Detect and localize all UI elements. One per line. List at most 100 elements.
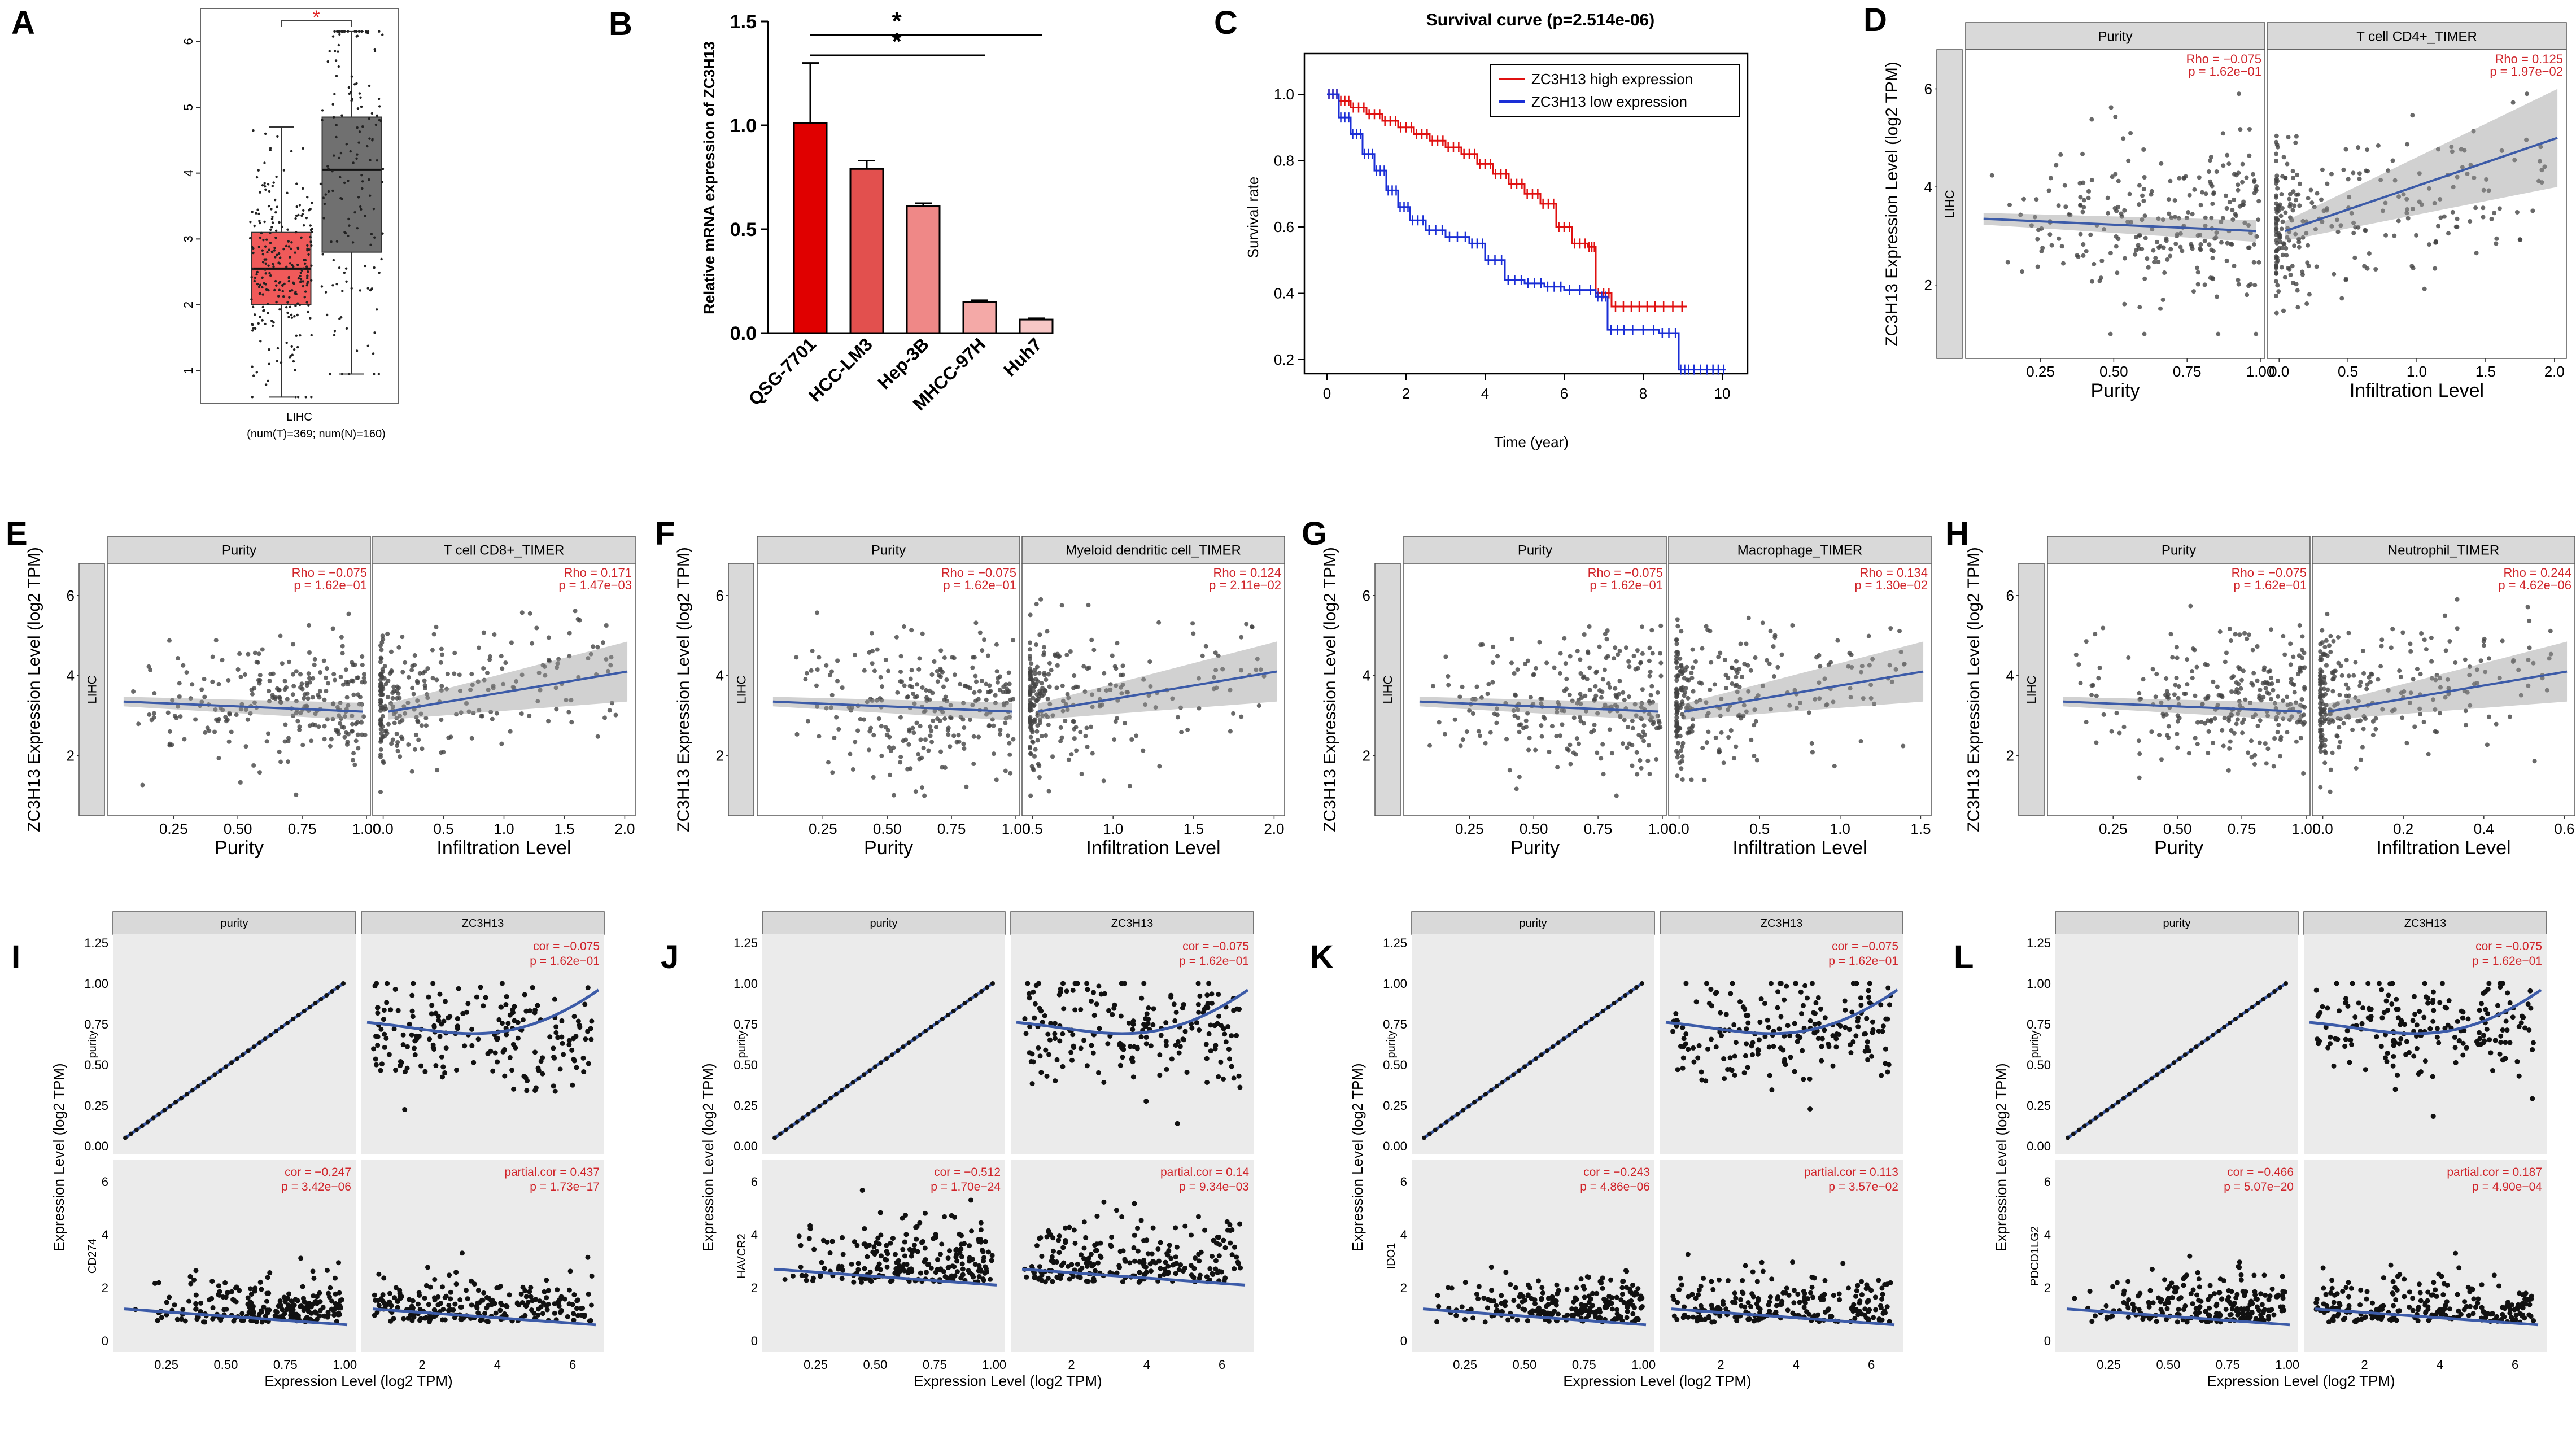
scatter-point [2300, 235, 2306, 240]
scatter-point [2328, 767, 2333, 772]
scatter-point [2060, 261, 2066, 266]
scatter-point [804, 1278, 809, 1283]
jitter-point [343, 181, 346, 185]
scatter-point [2363, 228, 2368, 233]
scatter-point [381, 760, 386, 765]
scatter-point [2330, 689, 2335, 694]
scatter-point [466, 709, 471, 714]
scatter-point [1131, 1245, 1137, 1250]
jitter-point [377, 97, 381, 100]
scatter-point [2165, 257, 2170, 262]
scatter-point [2287, 266, 2292, 272]
scatter-point [809, 668, 814, 673]
y-tick-label: 1.25 [733, 936, 758, 950]
p-label: p = 4.62e−06 [2498, 578, 2571, 592]
scatter-point [295, 719, 300, 724]
y-tick-label: 6 [181, 38, 195, 45]
scatter-point [2058, 152, 2063, 157]
scatter-point [434, 677, 439, 683]
y-tick-label: 1.5 [730, 11, 757, 33]
scatter-point [536, 1306, 542, 1312]
y-tick-label: 0.50 [84, 1058, 108, 1072]
scatter-point [1225, 1227, 1230, 1233]
scatter-point [571, 1292, 577, 1298]
y-tick-label: 1.25 [84, 936, 108, 950]
scatter-point [190, 1088, 195, 1093]
scatter-point [193, 1301, 199, 1306]
panel-letter-c: C [1214, 5, 1238, 41]
scatter-point [522, 992, 527, 998]
scatter-point [2203, 696, 2208, 701]
scatter-point [2021, 196, 2027, 202]
jitter-point [353, 211, 356, 214]
scatter-point [1164, 1250, 1170, 1256]
scatter-point [588, 1318, 593, 1323]
scatter-point [494, 711, 499, 716]
scatter-point [1214, 685, 1219, 690]
jitter-point [324, 291, 328, 294]
jitter-point [365, 31, 368, 34]
x-tick-label: 0.4 [2474, 820, 2494, 837]
scatter-point [2168, 632, 2173, 637]
scatter-point [330, 989, 335, 994]
scatter-point [223, 1294, 229, 1300]
jitter-point [321, 253, 324, 256]
scatter-point [2137, 202, 2142, 207]
scatter-point [1130, 1018, 1136, 1024]
jitter-point [264, 258, 268, 261]
scatter-point [1191, 631, 1196, 636]
scatter-point [491, 685, 496, 690]
scatter-point [167, 729, 172, 734]
scatter-point [979, 679, 984, 684]
scatter-point [465, 1296, 470, 1302]
jitter-point [378, 105, 381, 108]
scatter-point [856, 1076, 861, 1081]
scatter-point [1081, 1038, 1087, 1043]
scatter-point [2455, 597, 2460, 602]
scatter-point [523, 1075, 529, 1080]
scatter-point [1025, 981, 1031, 986]
scatter-point [2057, 236, 2062, 241]
scatter-point [1674, 706, 1679, 711]
scatter-point [309, 738, 314, 743]
jitter-point [302, 224, 305, 227]
scatter-point [394, 716, 399, 721]
scatter-point [1097, 704, 1102, 709]
scatter-point [2354, 765, 2359, 771]
scatter-point [2192, 187, 2197, 192]
scatter-point [1055, 663, 1060, 668]
scatter-point [2283, 176, 2288, 181]
jitter-point [373, 266, 376, 269]
jitter-point [259, 191, 261, 194]
scatter-point [1138, 1218, 1144, 1223]
y-tick-label: 0.75 [733, 1017, 758, 1031]
jitter-point [302, 267, 305, 270]
jitter-point [335, 124, 338, 126]
scatter-point [922, 793, 927, 798]
y-tick-label: 1.00 [1383, 977, 1407, 991]
jitter-point [261, 305, 264, 309]
scatter-point [1090, 751, 1095, 756]
scatter-point [546, 635, 551, 640]
scatter-point [432, 1297, 438, 1303]
jitter-point [255, 212, 257, 215]
scatter-point [425, 666, 430, 671]
scatter-point [263, 1036, 268, 1042]
scatter-point [1070, 1274, 1076, 1279]
scatter-point [247, 1286, 253, 1292]
scatter-point [970, 665, 975, 670]
scatter-point [527, 714, 532, 719]
scatter-point [909, 1249, 915, 1255]
scatter-point [523, 1303, 529, 1309]
scatter-point [439, 684, 444, 689]
x-label: LIHC [286, 411, 312, 423]
x-tick-label: 1.5 [1910, 820, 1931, 837]
scatter-point [355, 675, 360, 680]
scatter-point [961, 741, 966, 746]
scatter-point [499, 981, 505, 986]
scatter-point [2331, 638, 2336, 644]
scatter-point [2097, 278, 2102, 283]
scatter-point [2273, 248, 2278, 253]
scatter-point [2350, 727, 2355, 732]
jitter-point [301, 213, 304, 216]
